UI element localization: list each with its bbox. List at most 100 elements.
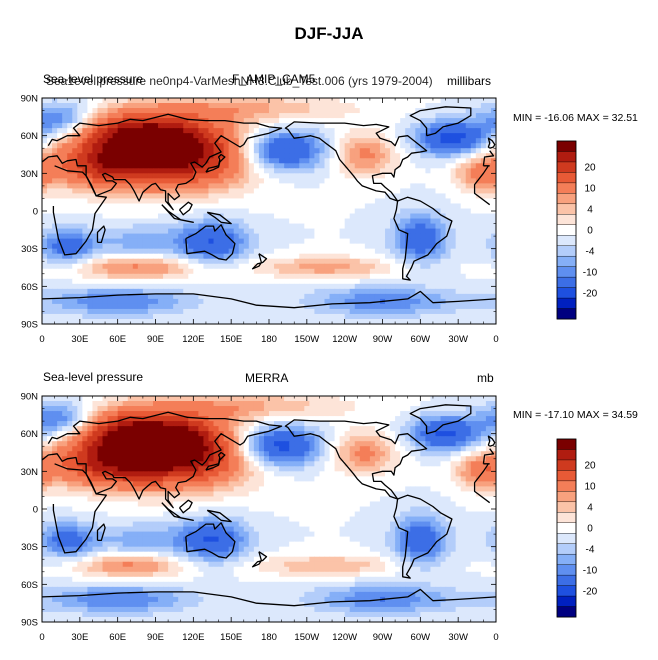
- heatmap-cell: [178, 303, 184, 310]
- heatmap-cell: [173, 163, 179, 169]
- heatmap-cell: [82, 318, 88, 324]
- heatmap-cell: [243, 123, 250, 129]
- heatmap-cell: [430, 303, 437, 310]
- y-tick-label: 60S: [21, 282, 38, 293]
- heatmap-cell: [475, 178, 482, 184]
- heatmap-cell: [269, 396, 275, 402]
- heatmap-cell: [430, 183, 437, 189]
- heatmap-cell: [178, 406, 184, 412]
- heatmap-cell: [269, 421, 275, 427]
- heatmap-cell: [198, 113, 205, 119]
- heatmap-cell: [183, 103, 189, 109]
- heatmap-cell: [344, 148, 351, 154]
- heatmap-cell: [72, 228, 78, 235]
- heatmap-cell: [233, 113, 240, 119]
- heatmap-cell: [168, 218, 174, 225]
- heatmap-cell: [193, 98, 199, 104]
- heatmap-cell: [67, 193, 73, 200]
- heatmap-cell: [112, 263, 119, 270]
- heatmap-cell: [117, 396, 124, 402]
- heatmap-cell: [193, 268, 199, 275]
- heatmap-cell: [152, 133, 159, 139]
- heatmap-cell: [107, 218, 114, 225]
- x-tick-label: 60E: [109, 334, 126, 345]
- heatmap-cell: [107, 188, 114, 195]
- heatmap-cell: [97, 213, 104, 220]
- heatmap-cell: [314, 268, 321, 275]
- heatmap-cell: [385, 278, 391, 285]
- heatmap-cell: [158, 396, 164, 402]
- heatmap-cell: [228, 298, 235, 305]
- heatmap-cell: [269, 118, 275, 124]
- heatmap-cell: [485, 183, 492, 189]
- heatmap-cell: [168, 103, 174, 109]
- heatmap-cell: [132, 103, 139, 109]
- heatmap-cell: [379, 426, 386, 432]
- heatmap-cell: [314, 133, 321, 139]
- heatmap-cell: [112, 421, 119, 427]
- heatmap-cell: [57, 416, 63, 422]
- heatmap-cell: [253, 188, 260, 195]
- heatmap-cell: [415, 153, 421, 159]
- colorbar-swatch: [556, 193, 577, 205]
- heatmap-cell: [158, 103, 164, 109]
- heatmap-cell: [132, 198, 139, 205]
- heatmap-cell: [233, 431, 240, 437]
- heatmap-cell: [485, 396, 492, 402]
- heatmap-cell: [410, 198, 416, 205]
- heatmap-cell: [137, 308, 144, 315]
- heatmap-cell: [102, 228, 109, 235]
- heatmap-cell: [410, 148, 416, 154]
- heatmap-cell: [193, 183, 199, 189]
- heatmap-cell: [218, 208, 225, 215]
- heatmap-cell: [173, 198, 179, 205]
- heatmap-cell: [379, 303, 386, 310]
- heatmap-cell: [269, 153, 275, 159]
- heatmap-cell: [339, 233, 346, 240]
- heatmap-cell: [52, 158, 58, 164]
- heatmap-cell: [304, 168, 310, 174]
- heatmap-cell: [440, 103, 447, 109]
- heatmap-cell: [208, 268, 215, 275]
- heatmap-cell: [107, 421, 114, 427]
- heatmap-cell: [435, 213, 442, 220]
- heatmap-cell: [329, 396, 336, 402]
- heatmap-cell: [52, 203, 58, 210]
- heatmap-cell: [238, 426, 245, 432]
- heatmap-cell: [319, 218, 326, 225]
- heatmap-cell: [152, 148, 159, 154]
- heatmap-cell: [339, 293, 346, 300]
- heatmap-cell: [329, 243, 336, 250]
- heatmap-cell: [324, 396, 331, 402]
- heatmap-cell: [329, 193, 336, 200]
- heatmap-cell: [238, 401, 245, 407]
- heatmap-cell: [450, 198, 457, 205]
- heatmap-cell: [430, 416, 437, 422]
- heatmap-cell: [77, 426, 83, 432]
- heatmap-cell: [67, 188, 73, 195]
- heatmap-cell: [344, 248, 351, 255]
- heatmap-cell: [440, 401, 447, 407]
- heatmap-cell: [178, 441, 184, 447]
- heatmap-cell: [57, 268, 63, 275]
- heatmap-cell: [390, 143, 396, 149]
- heatmap-cell: [77, 153, 83, 159]
- heatmap-cell: [435, 203, 442, 210]
- heatmap-cell: [324, 203, 331, 210]
- heatmap-cell: [77, 243, 83, 250]
- heatmap-cell: [475, 163, 482, 169]
- heatmap-cell: [132, 243, 139, 250]
- heatmap-cell: [324, 293, 331, 300]
- heatmap-cell: [359, 188, 366, 195]
- heatmap-cell: [329, 113, 336, 119]
- heatmap-cell: [319, 293, 326, 300]
- heatmap-cell: [127, 421, 134, 427]
- heatmap-cell: [263, 248, 270, 255]
- heatmap-cell: [405, 298, 411, 305]
- heatmap-cell: [92, 133, 99, 139]
- heatmap-cell: [450, 293, 457, 300]
- heatmap-cell: [97, 228, 104, 235]
- heatmap-cell: [485, 223, 492, 230]
- heatmap-cell: [97, 258, 104, 265]
- heatmap-cell: [198, 188, 205, 195]
